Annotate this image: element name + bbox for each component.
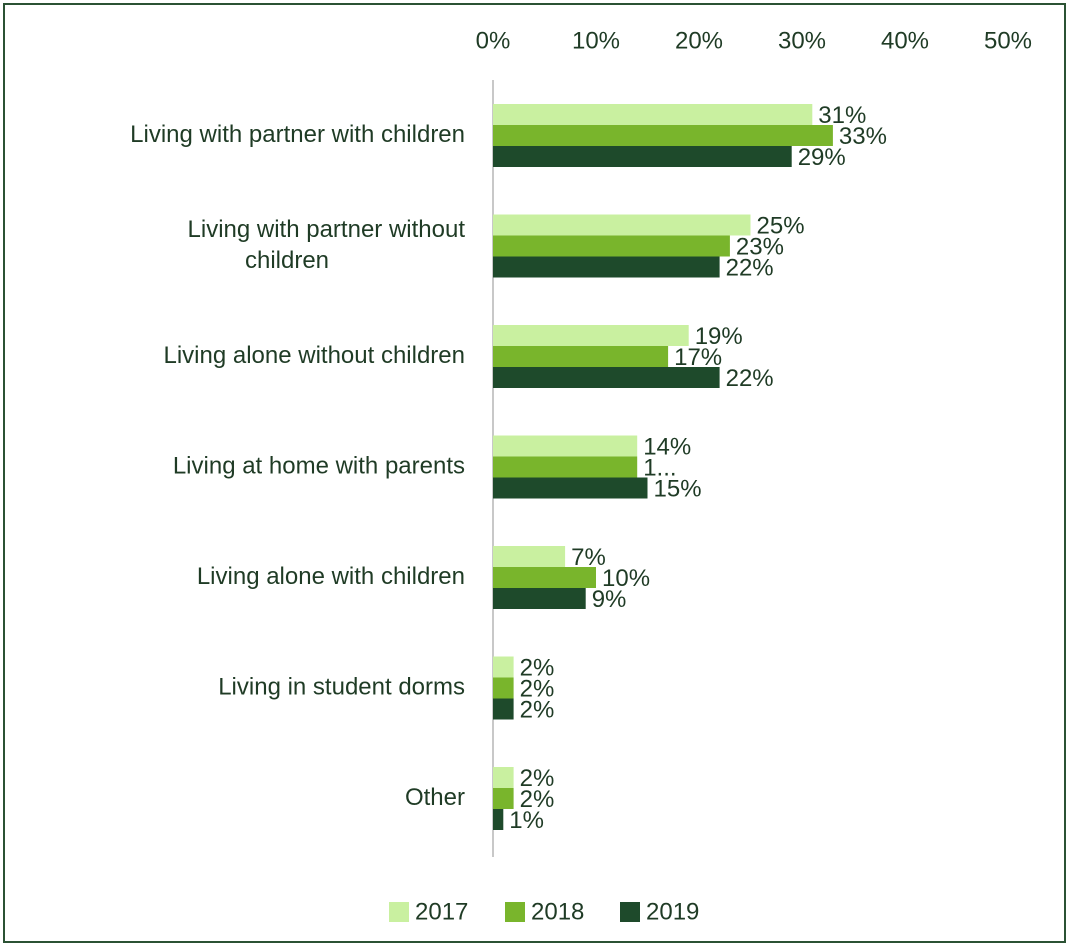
bar-chart: 0% 10% 20% 30% 40% 50% Living with partner wi…: [130, 27, 1032, 925]
bar-2018: [493, 346, 669, 367]
bars: [493, 104, 833, 830]
bar-2018: [493, 677, 514, 699]
data-label: 2%: [520, 786, 555, 813]
bar-2019: [493, 809, 504, 830]
bar-2017: [493, 325, 689, 346]
bar-2017: [493, 546, 566, 567]
category-label: children: [245, 247, 329, 274]
bar-2017: [493, 435, 638, 457]
data-label: 1%: [509, 807, 544, 834]
bar-2017: [493, 104, 813, 125]
data-label: 19%: [695, 323, 743, 350]
data-label: 14%: [643, 433, 691, 460]
bar-2019: [493, 588, 586, 609]
data-label: 25%: [757, 212, 805, 239]
data-label: 23%: [736, 233, 784, 260]
category-labels: Living with partner with children Living …: [130, 121, 465, 811]
bar-2018: [493, 125, 833, 146]
legend-swatch: [505, 902, 525, 922]
x-axis-ticks: 0% 10% 20% 30% 40% 50%: [476, 27, 1032, 54]
legend-label: 2017: [415, 898, 468, 925]
legend-label: 2019: [646, 898, 699, 925]
category-label: Other: [405, 784, 465, 811]
data-label: 22%: [726, 365, 774, 392]
bar-2017: [493, 767, 514, 788]
data-label: 22%: [726, 254, 774, 281]
bar-2019: [493, 477, 648, 499]
x-tick-label: 10%: [572, 27, 620, 54]
bar-2018: [493, 567, 596, 588]
category-label: Living alone without children: [163, 342, 465, 369]
data-label: 1...: [643, 454, 676, 481]
bar-2018: [493, 456, 638, 478]
data-label: 2%: [520, 696, 555, 723]
bar-2019: [493, 698, 514, 720]
data-label: 9%: [592, 586, 627, 613]
x-tick-label: 50%: [984, 27, 1032, 54]
data-label: 31%: [818, 102, 866, 129]
data-label: 2%: [520, 765, 555, 792]
data-label: 17%: [674, 344, 722, 371]
data-label: 2%: [520, 654, 555, 681]
data-label: 7%: [571, 544, 606, 571]
x-tick-label: 40%: [881, 27, 929, 54]
legend-swatch: [389, 902, 409, 922]
category-label: Living with partner without: [188, 216, 466, 243]
data-label: 10%: [602, 565, 650, 592]
bar-2019: [493, 367, 720, 388]
bar-2019: [493, 256, 720, 278]
x-tick-label: 0%: [476, 27, 511, 54]
category-label: Living in student dorms: [218, 673, 465, 700]
category-label: Living with partner with children: [130, 121, 465, 148]
category-label: Living at home with parents: [173, 452, 465, 479]
data-labels: 31%25%19%14%7%2%2%33%23%17%1...10%2%2%29…: [509, 102, 887, 834]
category-label: Living alone with children: [197, 563, 465, 590]
data-label: 29%: [798, 144, 846, 171]
legend-swatch: [620, 902, 640, 922]
data-label: 33%: [839, 123, 887, 150]
bar-2018: [493, 788, 514, 809]
legend-label: 2018: [531, 898, 584, 925]
x-tick-label: 30%: [778, 27, 826, 54]
bar-2019: [493, 146, 792, 167]
data-label: 2%: [520, 675, 555, 702]
x-tick-label: 20%: [675, 27, 723, 54]
legend: 2017 2018 2019: [389, 898, 699, 925]
chart-frame: 0% 10% 20% 30% 40% 50% Living with partner wi…: [3, 3, 1066, 943]
data-label: 15%: [654, 475, 702, 502]
bar-2018: [493, 235, 730, 257]
bar-2017: [493, 214, 751, 236]
bar-2017: [493, 656, 514, 678]
